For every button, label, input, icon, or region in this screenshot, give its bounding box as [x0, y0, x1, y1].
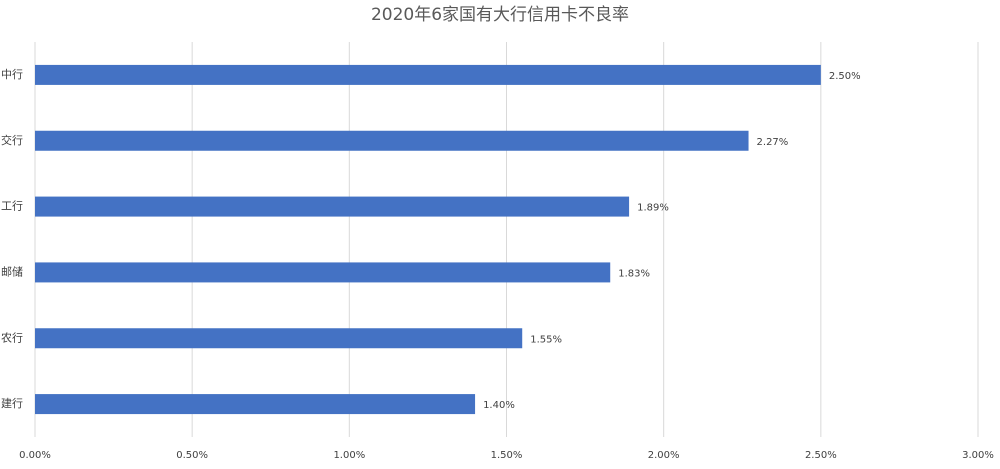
x-tick-label: 1.00%: [333, 450, 365, 461]
data-label: 1.40%: [483, 400, 515, 411]
data-label: 1.55%: [530, 334, 562, 345]
x-tick-label: 0.50%: [176, 450, 208, 461]
y-tick-label: 建行: [1, 396, 23, 410]
y-tick-label: 邮储: [1, 264, 23, 278]
data-label: 1.83%: [618, 268, 650, 279]
data-label: 2.27%: [757, 137, 789, 148]
x-tick-label: 2.50%: [805, 450, 837, 461]
chart-title: 2020年6家国有大行信用卡不良率: [371, 5, 629, 25]
y-tick-label: 中行: [1, 68, 23, 81]
bar: [35, 196, 630, 217]
bar: [35, 130, 749, 151]
y-tick-label: 交行: [1, 133, 23, 147]
bar: [35, 64, 821, 85]
bar: [35, 262, 611, 283]
x-tick-label: 3.00%: [962, 450, 994, 461]
x-tick-label: 1.50%: [491, 450, 523, 461]
bar: [35, 328, 523, 349]
data-label: 1.89%: [637, 203, 669, 214]
bar: [35, 394, 476, 415]
data-label: 2.50%: [829, 71, 861, 82]
x-tick-label: 2.00%: [648, 450, 680, 461]
y-tick-label: 农行: [1, 330, 23, 344]
x-tick-label: 0.00%: [19, 450, 51, 461]
y-tick-label: 工行: [1, 200, 23, 213]
